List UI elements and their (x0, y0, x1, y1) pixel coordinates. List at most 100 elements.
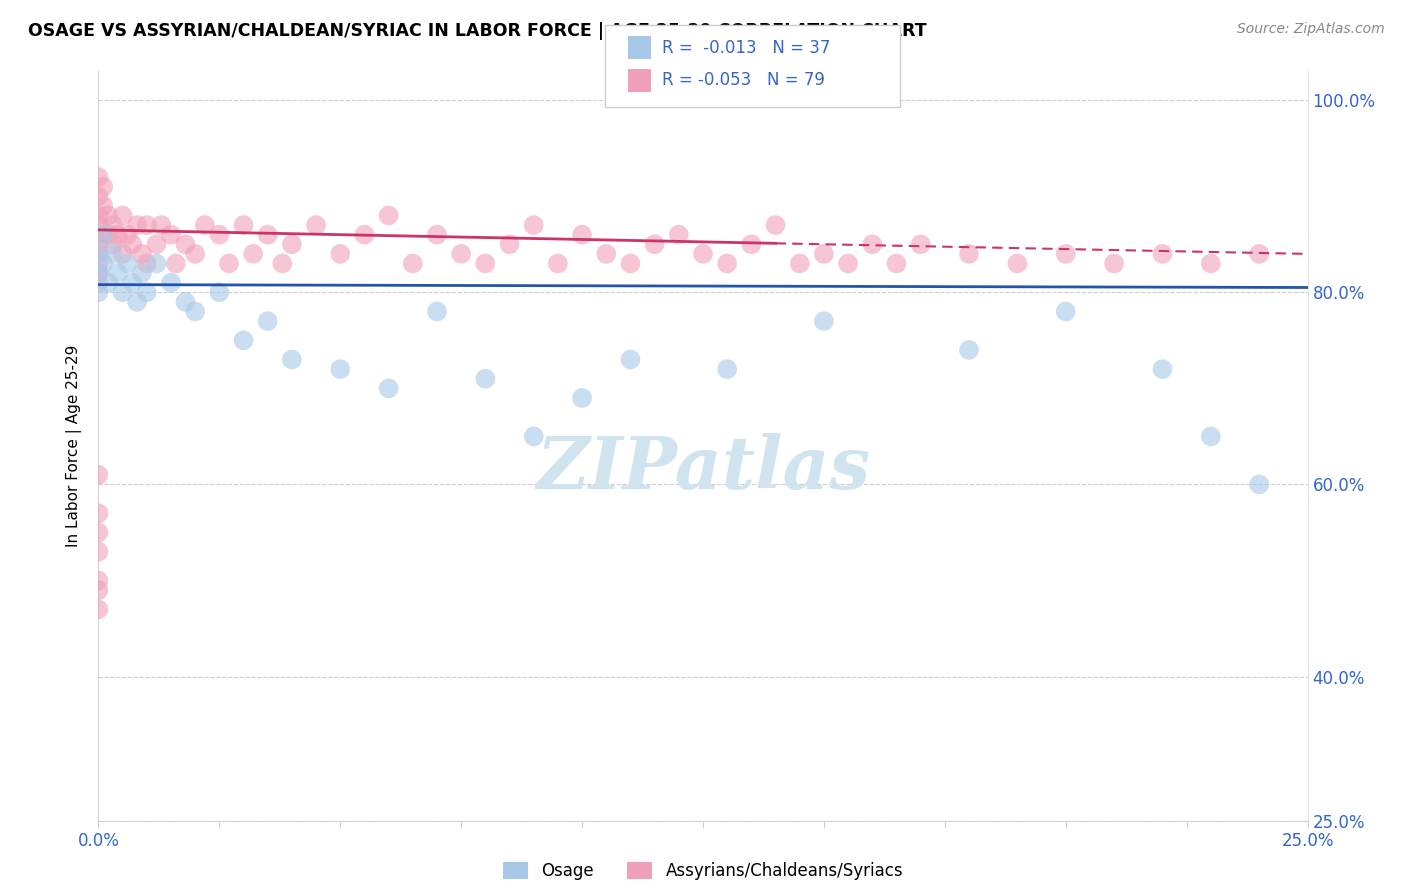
Text: ZIPatlas: ZIPatlas (536, 433, 870, 504)
Point (184, 304, 207, 318)
Text: R =  -0.013   N = 37: R = -0.013 N = 37 (662, 38, 831, 56)
Point (111, 209, 134, 223)
Point (160, 227, 183, 242)
Point (740, 237, 762, 252)
Point (101, 218, 124, 232)
Point (716, 362, 738, 376)
Point (208, 285, 231, 300)
Point (87, 266, 110, 280)
Point (87, 544, 110, 558)
Point (692, 247, 714, 261)
Point (87, 574, 110, 588)
Point (111, 247, 134, 261)
Point (353, 227, 375, 242)
Point (668, 227, 690, 242)
Point (910, 237, 932, 252)
Point (450, 247, 472, 261)
Point (957, 343, 980, 357)
Point (160, 276, 183, 290)
Text: R = -0.053   N = 79: R = -0.053 N = 79 (662, 71, 825, 89)
Point (242, 247, 264, 261)
Point (1152, 247, 1174, 261)
Point (281, 237, 304, 252)
Point (402, 256, 425, 270)
Point (87, 189, 110, 203)
Point (87, 285, 110, 300)
Point (1007, 256, 1029, 270)
Point (619, 256, 641, 270)
Point (305, 218, 328, 232)
Point (547, 256, 569, 270)
Point (595, 247, 617, 261)
Point (87, 209, 110, 223)
Point (194, 218, 217, 232)
Point (87, 602, 110, 616)
Point (97, 209, 120, 223)
Point (886, 256, 908, 270)
Point (135, 218, 157, 232)
Point (498, 237, 520, 252)
Point (91, 256, 114, 270)
Point (1054, 247, 1077, 261)
Point (523, 218, 546, 232)
Point (150, 218, 173, 232)
Text: Source: ZipAtlas.com: Source: ZipAtlas.com (1237, 22, 1385, 37)
Point (87, 237, 110, 252)
Point (127, 294, 149, 309)
Point (135, 285, 157, 300)
Point (91, 227, 114, 242)
Point (523, 429, 546, 443)
Point (127, 218, 149, 232)
Point (1249, 477, 1271, 491)
Point (135, 256, 157, 270)
Point (87, 218, 110, 232)
Point (1249, 247, 1271, 261)
Point (87, 256, 110, 270)
Point (571, 391, 593, 405)
Point (860, 237, 883, 252)
Point (87, 506, 110, 520)
Point (232, 334, 254, 348)
Point (87, 247, 110, 261)
Text: OSAGE VS ASSYRIAN/CHALDEAN/SYRIAC IN LABOR FORCE | AGE 25-29 CORRELATION CHART: OSAGE VS ASSYRIAN/CHALDEAN/SYRIAC IN LAB… (28, 22, 927, 40)
Point (1102, 256, 1125, 270)
Point (145, 237, 167, 252)
Point (87, 525, 110, 540)
Point (91, 179, 114, 194)
Point (101, 237, 124, 252)
Point (1199, 429, 1222, 443)
Point (87, 467, 110, 482)
Point (145, 256, 167, 270)
Point (271, 256, 294, 270)
Point (87, 247, 110, 261)
Point (87, 276, 110, 290)
Point (957, 247, 980, 261)
Point (644, 237, 666, 252)
Point (281, 352, 304, 367)
Point (837, 256, 859, 270)
Point (377, 209, 399, 223)
Point (101, 247, 124, 261)
Point (117, 227, 139, 242)
Point (813, 247, 835, 261)
Point (619, 352, 641, 367)
Point (107, 266, 129, 280)
Point (87, 583, 110, 598)
Point (571, 227, 593, 242)
Point (87, 169, 110, 184)
Point (97, 227, 120, 242)
Point (97, 276, 120, 290)
Point (117, 256, 139, 270)
Point (1152, 362, 1174, 376)
Point (218, 256, 240, 270)
Point (184, 247, 207, 261)
Point (765, 218, 787, 232)
Point (121, 237, 143, 252)
Point (789, 256, 811, 270)
Legend: Osage, Assyrians/Chaldeans/Syriacs: Osage, Assyrians/Chaldeans/Syriacs (503, 862, 903, 880)
Point (813, 314, 835, 328)
Point (329, 362, 352, 376)
Point (256, 314, 278, 328)
Point (426, 227, 449, 242)
Point (716, 256, 738, 270)
